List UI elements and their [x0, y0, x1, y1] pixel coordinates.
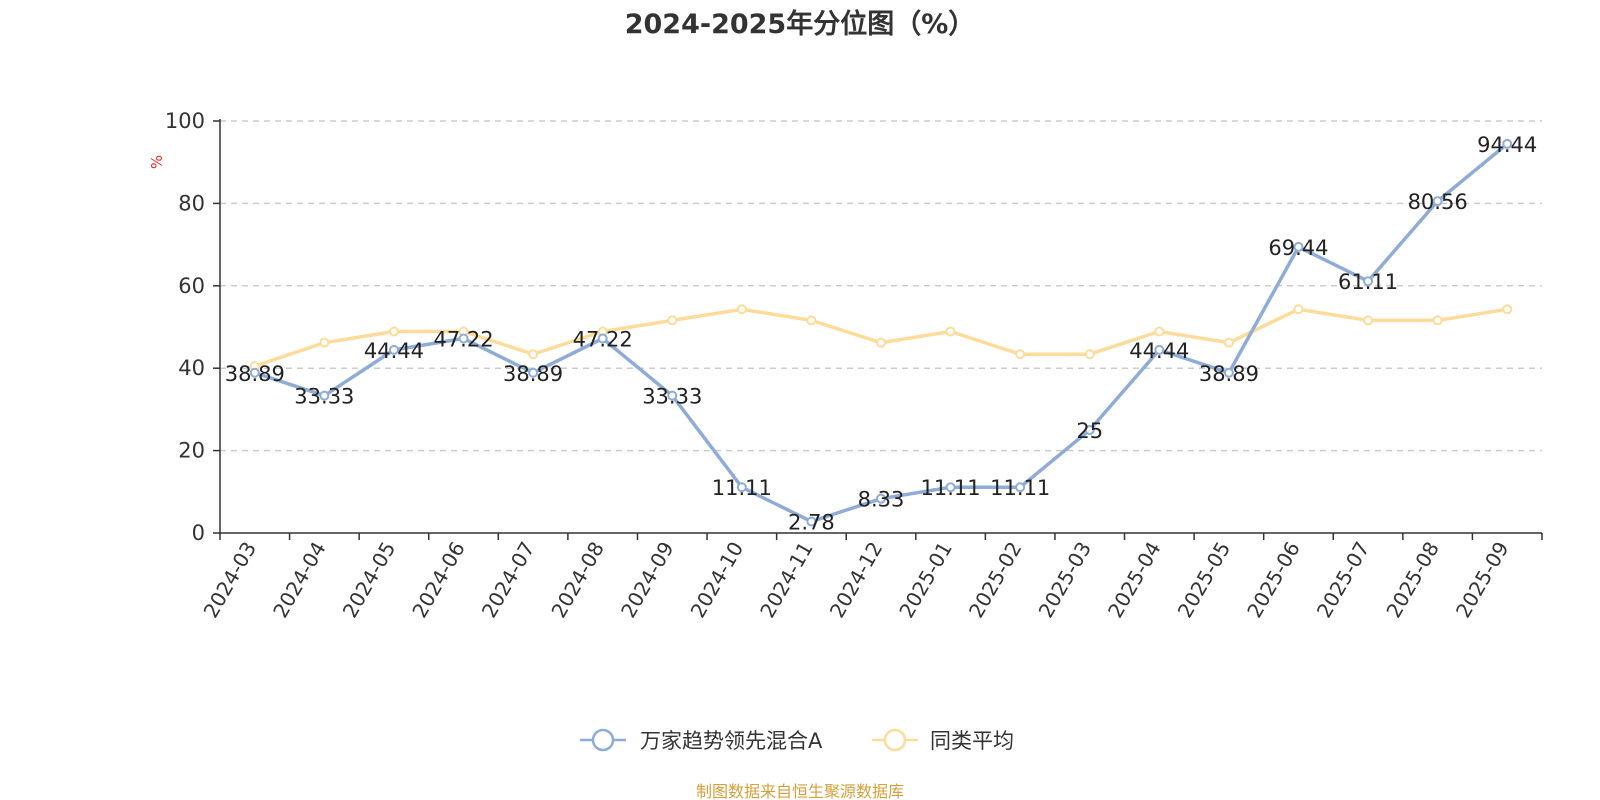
- x-tick-label: 2025-09: [1451, 538, 1514, 622]
- y-axis-label: %: [148, 155, 166, 169]
- data-point: [1293, 241, 1304, 252]
- y-tick-label: 0: [192, 521, 205, 545]
- data-label: 8.33: [858, 488, 905, 512]
- y-tick-label: 40: [178, 356, 205, 380]
- x-tick-label: 2025-02: [964, 538, 1027, 622]
- data-label: 47.22: [433, 327, 493, 351]
- x-tick-label: 2025-07: [1312, 538, 1375, 622]
- data-label: 2.78: [788, 511, 835, 535]
- data-point: [1015, 349, 1026, 360]
- data-point: [1502, 138, 1513, 149]
- x-tick-label: 2024-12: [825, 538, 888, 622]
- data-point: [667, 315, 678, 326]
- data-point: [945, 326, 956, 337]
- x-tick-label: 2025-01: [894, 537, 957, 621]
- x-tick-label: 2025-08: [1381, 538, 1444, 622]
- data-point: [388, 344, 399, 355]
- data-point: [1432, 315, 1443, 326]
- data-point: [597, 333, 608, 344]
- y-tick-label: 80: [178, 191, 205, 215]
- data-label: 11.11: [921, 476, 981, 500]
- data-point: [736, 304, 747, 315]
- x-tick-label: 2024-06: [407, 538, 470, 622]
- data-point: [1084, 425, 1095, 435]
- data-point: [1432, 196, 1443, 207]
- x-tick-label: 2024-09: [616, 538, 679, 622]
- data-point: [806, 315, 817, 326]
- data-point: [319, 337, 330, 348]
- data-point: [1154, 344, 1165, 355]
- data-point: [667, 390, 678, 401]
- data-label: 38.89: [503, 362, 563, 386]
- data-point: [736, 482, 747, 493]
- data-point: [1363, 276, 1374, 287]
- legend-marker: [883, 728, 907, 752]
- legend-label: 同类平均: [930, 729, 1014, 753]
- y-tick-label: 60: [178, 274, 205, 298]
- x-tick-label: 2024-07: [477, 538, 540, 622]
- data-label: 33.33: [294, 385, 354, 409]
- data-point: [528, 349, 539, 360]
- data-label: 61.11: [1338, 270, 1398, 294]
- data-label: 38.89: [225, 362, 285, 386]
- x-tick-label: 2024-03: [199, 538, 262, 622]
- data-label: 80.56: [1408, 190, 1468, 214]
- data-point: [1154, 326, 1165, 337]
- legend-label: 万家趋势领先混合A: [640, 729, 823, 753]
- chart-title: 2024-2025年分位图（%）: [625, 8, 976, 40]
- x-tick-label: 2025-05: [1173, 538, 1236, 622]
- data-label: 94.44: [1477, 133, 1537, 157]
- data-label: 11.11: [990, 476, 1050, 500]
- data-label: 47.22: [573, 327, 633, 351]
- data-point: [249, 367, 260, 378]
- data-point: [1223, 337, 1234, 348]
- x-tick-label: 2025-06: [1242, 538, 1305, 622]
- data-label: 38.89: [1199, 362, 1259, 386]
- data-label: 44.44: [364, 339, 424, 363]
- data-label: 69.44: [1268, 236, 1328, 260]
- data-point: [458, 333, 469, 344]
- data-point: [1084, 349, 1095, 360]
- y-tick-label: 20: [178, 439, 205, 463]
- data-point: [1293, 304, 1304, 315]
- data-label: 33.33: [642, 385, 702, 409]
- data-point: [1223, 367, 1234, 378]
- data-point: [1502, 304, 1513, 315]
- data-point: [388, 326, 399, 337]
- x-tick-label: 2025-04: [1103, 538, 1166, 622]
- data-point: [876, 493, 886, 504]
- data-point: [806, 516, 817, 527]
- data-point: [945, 482, 956, 493]
- x-tick-label: 2025-03: [1033, 538, 1096, 622]
- data-point: [319, 390, 330, 401]
- x-tick-label: 2024-08: [546, 538, 609, 622]
- data-source-note: 制图数据来自恒生聚源数据库: [696, 782, 904, 800]
- x-tick-label: 2024-04: [268, 538, 331, 622]
- data-label: 44.44: [1129, 339, 1189, 363]
- x-tick-label: 2024-05: [338, 538, 401, 622]
- data-point: [1363, 315, 1374, 326]
- data-label: 11.11: [712, 476, 772, 500]
- data-point: [1015, 482, 1026, 493]
- legend-marker: [591, 728, 615, 752]
- x-tick-label: 2024-10: [686, 538, 749, 622]
- data-point: [528, 367, 539, 378]
- data-point: [876, 337, 886, 348]
- y-tick-label: 100: [165, 109, 205, 133]
- data-label: 25: [1076, 419, 1103, 443]
- x-tick-label: 2024-11: [755, 538, 818, 622]
